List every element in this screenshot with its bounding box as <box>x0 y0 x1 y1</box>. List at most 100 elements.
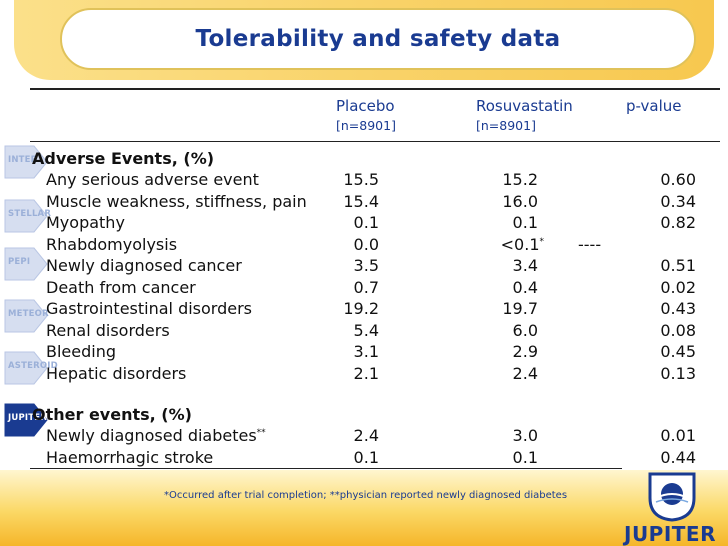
study-tab-label: PEPI <box>8 257 31 267</box>
jupiter-logo: JUPITER <box>616 470 728 546</box>
p-value: 0.43 <box>660 299 696 318</box>
p-value: 0.45 <box>660 342 696 361</box>
p-value: 0.82 <box>660 213 696 232</box>
rosuvastatin-value: 2.4 <box>513 364 538 383</box>
rosuvastatin-value-text: 3.4 <box>512 256 538 275</box>
row-label-text: Any serious adverse event <box>46 170 259 189</box>
study-tab-label: INTER <box>8 155 38 165</box>
row-label: Newly diagnosed cancer <box>46 256 242 275</box>
bottom-rule <box>30 468 622 469</box>
row-label: Muscle weakness, stiffness, pain <box>46 192 307 211</box>
study-tab[interactable]: JUPITER <box>4 402 48 437</box>
row-label: Rhabdomyolysis <box>46 235 177 254</box>
rosuvastatin-value: 3.4 <box>513 256 538 275</box>
placebo-value: 3.1 <box>353 342 379 361</box>
study-tab[interactable]: INTER <box>4 144 48 179</box>
col-placebo: Placebo <box>336 97 395 115</box>
title-banner: Tolerability and safety data <box>14 0 714 80</box>
section-adverse-events: Adverse Events, (%) <box>32 149 215 168</box>
placebo-value: 15.4 <box>343 191 379 211</box>
p-value: 0.44 <box>660 447 696 467</box>
p-value: 0.51 <box>660 256 696 275</box>
row-label: Gastrointestinal disorders <box>46 299 252 318</box>
table-row: Bleeding 3.1 2.9 0.45 <box>0 342 728 364</box>
rosuvastatin-value-text: 16.0 <box>502 191 538 211</box>
row-label-text: Newly diagnosed cancer <box>46 256 242 275</box>
placebo-value: 0.1 <box>353 447 379 467</box>
table-row: Myopathy 0.1 0.1 0.82 <box>0 213 728 235</box>
footnote-mark: * <box>539 236 545 247</box>
rosuvastatin-value-text: 15.2 <box>502 170 538 189</box>
footnote: *Occurred after trial completion; **phys… <box>164 490 568 501</box>
rosuvastatin-value: 0.1 <box>513 213 538 232</box>
rosuvastatin-value-text: 0.1 <box>512 213 538 232</box>
placebo-value: 19.2 <box>343 299 379 318</box>
study-tab[interactable]: METEOR <box>4 298 49 333</box>
not-applicable-dash: ---- <box>578 234 602 254</box>
study-tab[interactable]: ASTEROID <box>4 350 58 385</box>
rosuvastatin-value: 6.0 <box>513 321 538 340</box>
table-row: Gastrointestinal disorders 19.2 19.7 0.43 <box>0 299 728 321</box>
rosuvastatin-value: 0.1 <box>513 448 538 467</box>
rosuvastatin-value: 19.7 <box>502 299 538 318</box>
row-label-text: Bleeding <box>46 342 117 361</box>
study-tab-label: METEOR <box>8 309 49 319</box>
bottom-band <box>0 470 728 546</box>
rosuvastatin-value-text: 0.4 <box>512 277 538 297</box>
rosuvastatin-value-text: 0.1 <box>512 447 538 467</box>
row-label-text: Gastrointestinal disorders <box>46 299 252 318</box>
placebo-value: 15.5 <box>343 170 379 189</box>
row-label-text: Muscle weakness, stiffness, pain <box>46 191 307 211</box>
row-label-text: Death from cancer <box>46 277 196 297</box>
table-row: Renal disorders 5.4 6.0 0.08 <box>0 321 728 343</box>
row-label: Bleeding <box>46 342 116 361</box>
p-value: 0.01 <box>660 426 696 445</box>
col-rosuvastatin-n: [n=8901] <box>476 118 536 133</box>
rosuvastatin-value: 16.0 <box>502 192 538 211</box>
row-label: Any serious adverse event <box>46 170 259 189</box>
p-value: 0.02 <box>660 277 696 297</box>
rosuvastatin-value: 3.0 <box>513 426 538 445</box>
row-label: Renal disorders <box>46 321 170 340</box>
p-value: 0.13 <box>660 363 696 383</box>
header-rule <box>30 141 720 142</box>
top-rule <box>30 88 720 90</box>
p-value: 0.60 <box>660 170 696 189</box>
study-tab-label: JUPITER <box>8 413 48 423</box>
placebo-value: 2.1 <box>353 363 379 383</box>
rosuvastatin-value: <0.1* <box>501 235 544 254</box>
table-row: Hepatic disorders 2.1 2.4 0.13 <box>0 364 728 386</box>
study-tab[interactable]: PEPI <box>4 246 48 281</box>
jupiter-emblem-icon <box>648 472 696 522</box>
row-label-text: Rhabdomyolysis <box>46 234 178 254</box>
placebo-value: 3.5 <box>353 256 379 275</box>
placebo-value: 0.0 <box>353 234 379 254</box>
table-row: Haemorrhagic stroke 0.1 0.1 0.44 <box>0 448 728 470</box>
rosuvastatin-value: 0.4 <box>513 278 538 297</box>
col-placebo-n: [n=8901] <box>336 118 396 133</box>
table-row: Newly diagnosed diabetes** 2.4 3.0 0.01 <box>0 426 728 448</box>
col-pvalue: p-value <box>626 97 682 115</box>
logo-text: JUPITER <box>624 522 716 546</box>
table-row: Death from cancer 0.7 0.4 0.02 <box>0 278 728 300</box>
rosuvastatin-value: 2.9 <box>513 342 538 361</box>
row-label: Haemorrhagic stroke <box>46 448 213 467</box>
rosuvastatin-value-text: <0.1 <box>500 234 540 254</box>
rosuvastatin-value-text: 3.0 <box>512 426 538 445</box>
row-label-text: Hepatic disorders <box>46 363 187 383</box>
placebo-value: 0.7 <box>353 277 379 297</box>
p-value: 0.34 <box>660 191 696 211</box>
col-rosuvastatin: Rosuvastatin <box>476 97 573 115</box>
footnote-mark: ** <box>256 428 266 438</box>
table-row: Newly diagnosed cancer 3.5 3.4 0.51 <box>0 256 728 278</box>
row-label-text: Newly diagnosed diabetes <box>46 426 257 445</box>
placebo-value: 2.4 <box>353 426 379 445</box>
row-label-text: Haemorrhagic stroke <box>46 447 214 467</box>
p-value: 0.08 <box>660 320 696 340</box>
row-label: Death from cancer <box>46 278 196 297</box>
placebo-value: 5.4 <box>353 320 379 340</box>
rosuvastatin-value-text: 2.9 <box>512 342 538 361</box>
study-tab[interactable]: STELLAR <box>4 198 51 233</box>
rosuvastatin-value-text: 2.4 <box>512 363 538 383</box>
study-tab-label: ASTEROID <box>8 361 58 371</box>
